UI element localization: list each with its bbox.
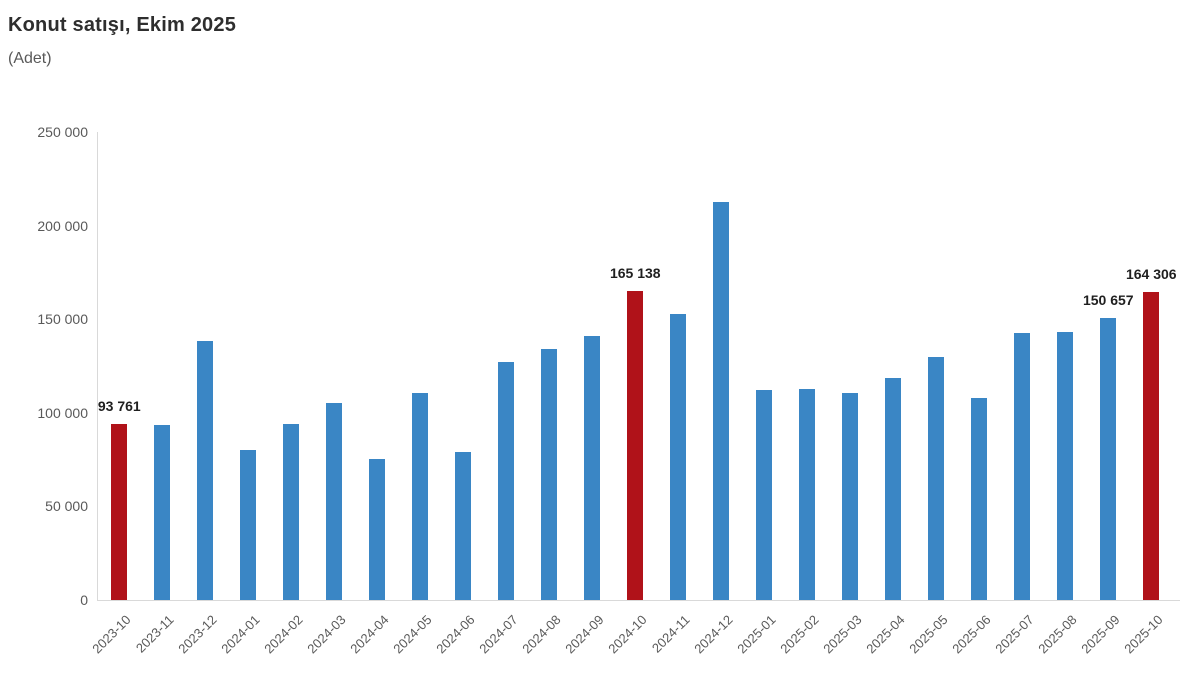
bar-2024-05 — [412, 392, 429, 600]
bar-2024-07 — [498, 362, 515, 600]
bar-2024-06 — [455, 451, 472, 600]
bar-2023-11 — [154, 424, 171, 600]
bar-2025-02 — [799, 388, 816, 600]
bar-2024-02 — [283, 424, 300, 600]
data-label-2023-10: 93 761 — [97, 398, 141, 415]
bar-2024-09 — [584, 336, 601, 600]
y-axis-tick-label: 200 000 — [37, 217, 88, 234]
bar-2023-10 — [111, 424, 128, 600]
y-axis-tick-label: 150 000 — [37, 311, 88, 328]
bar-2023-12 — [197, 340, 214, 600]
y-axis-tick-label: 0 — [80, 592, 88, 608]
bar-2024-12 — [713, 201, 730, 600]
bar-2025-01 — [756, 390, 773, 600]
y-axis-line — [97, 132, 98, 600]
bar-2025-10 — [1143, 292, 1160, 600]
bar-2024-11 — [670, 313, 687, 600]
bar-2024-08 — [541, 348, 558, 600]
bar-2025-09 — [1100, 317, 1117, 600]
bar-2025-05 — [928, 356, 945, 600]
bar-2025-08 — [1057, 331, 1074, 600]
y-axis-tick-label: 100 000 — [37, 404, 88, 421]
x-axis-line — [97, 600, 1180, 601]
bar-2025-07 — [1014, 332, 1031, 600]
data-label-2025-10: 164 306 — [1125, 266, 1177, 283]
bar-2024-03 — [326, 402, 343, 600]
bar-2024-01 — [240, 449, 257, 600]
y-axis-tick-label: 50 000 — [45, 498, 88, 515]
chart-title: Konut satışı, Ekim 2025 — [8, 14, 237, 36]
bar-2024-04 — [369, 458, 386, 600]
y-axis-tick-label: 250 000 — [37, 124, 88, 140]
chart-subtitle: (Adet) — [8, 50, 52, 67]
data-label-2025-09: 150 657 — [1082, 291, 1134, 308]
bar-2024-10 — [627, 290, 644, 600]
bar-2025-03 — [842, 392, 859, 600]
bar-2025-06 — [971, 398, 988, 600]
data-label-2024-10: 165 138 — [609, 264, 661, 281]
bar-2025-04 — [885, 378, 902, 600]
